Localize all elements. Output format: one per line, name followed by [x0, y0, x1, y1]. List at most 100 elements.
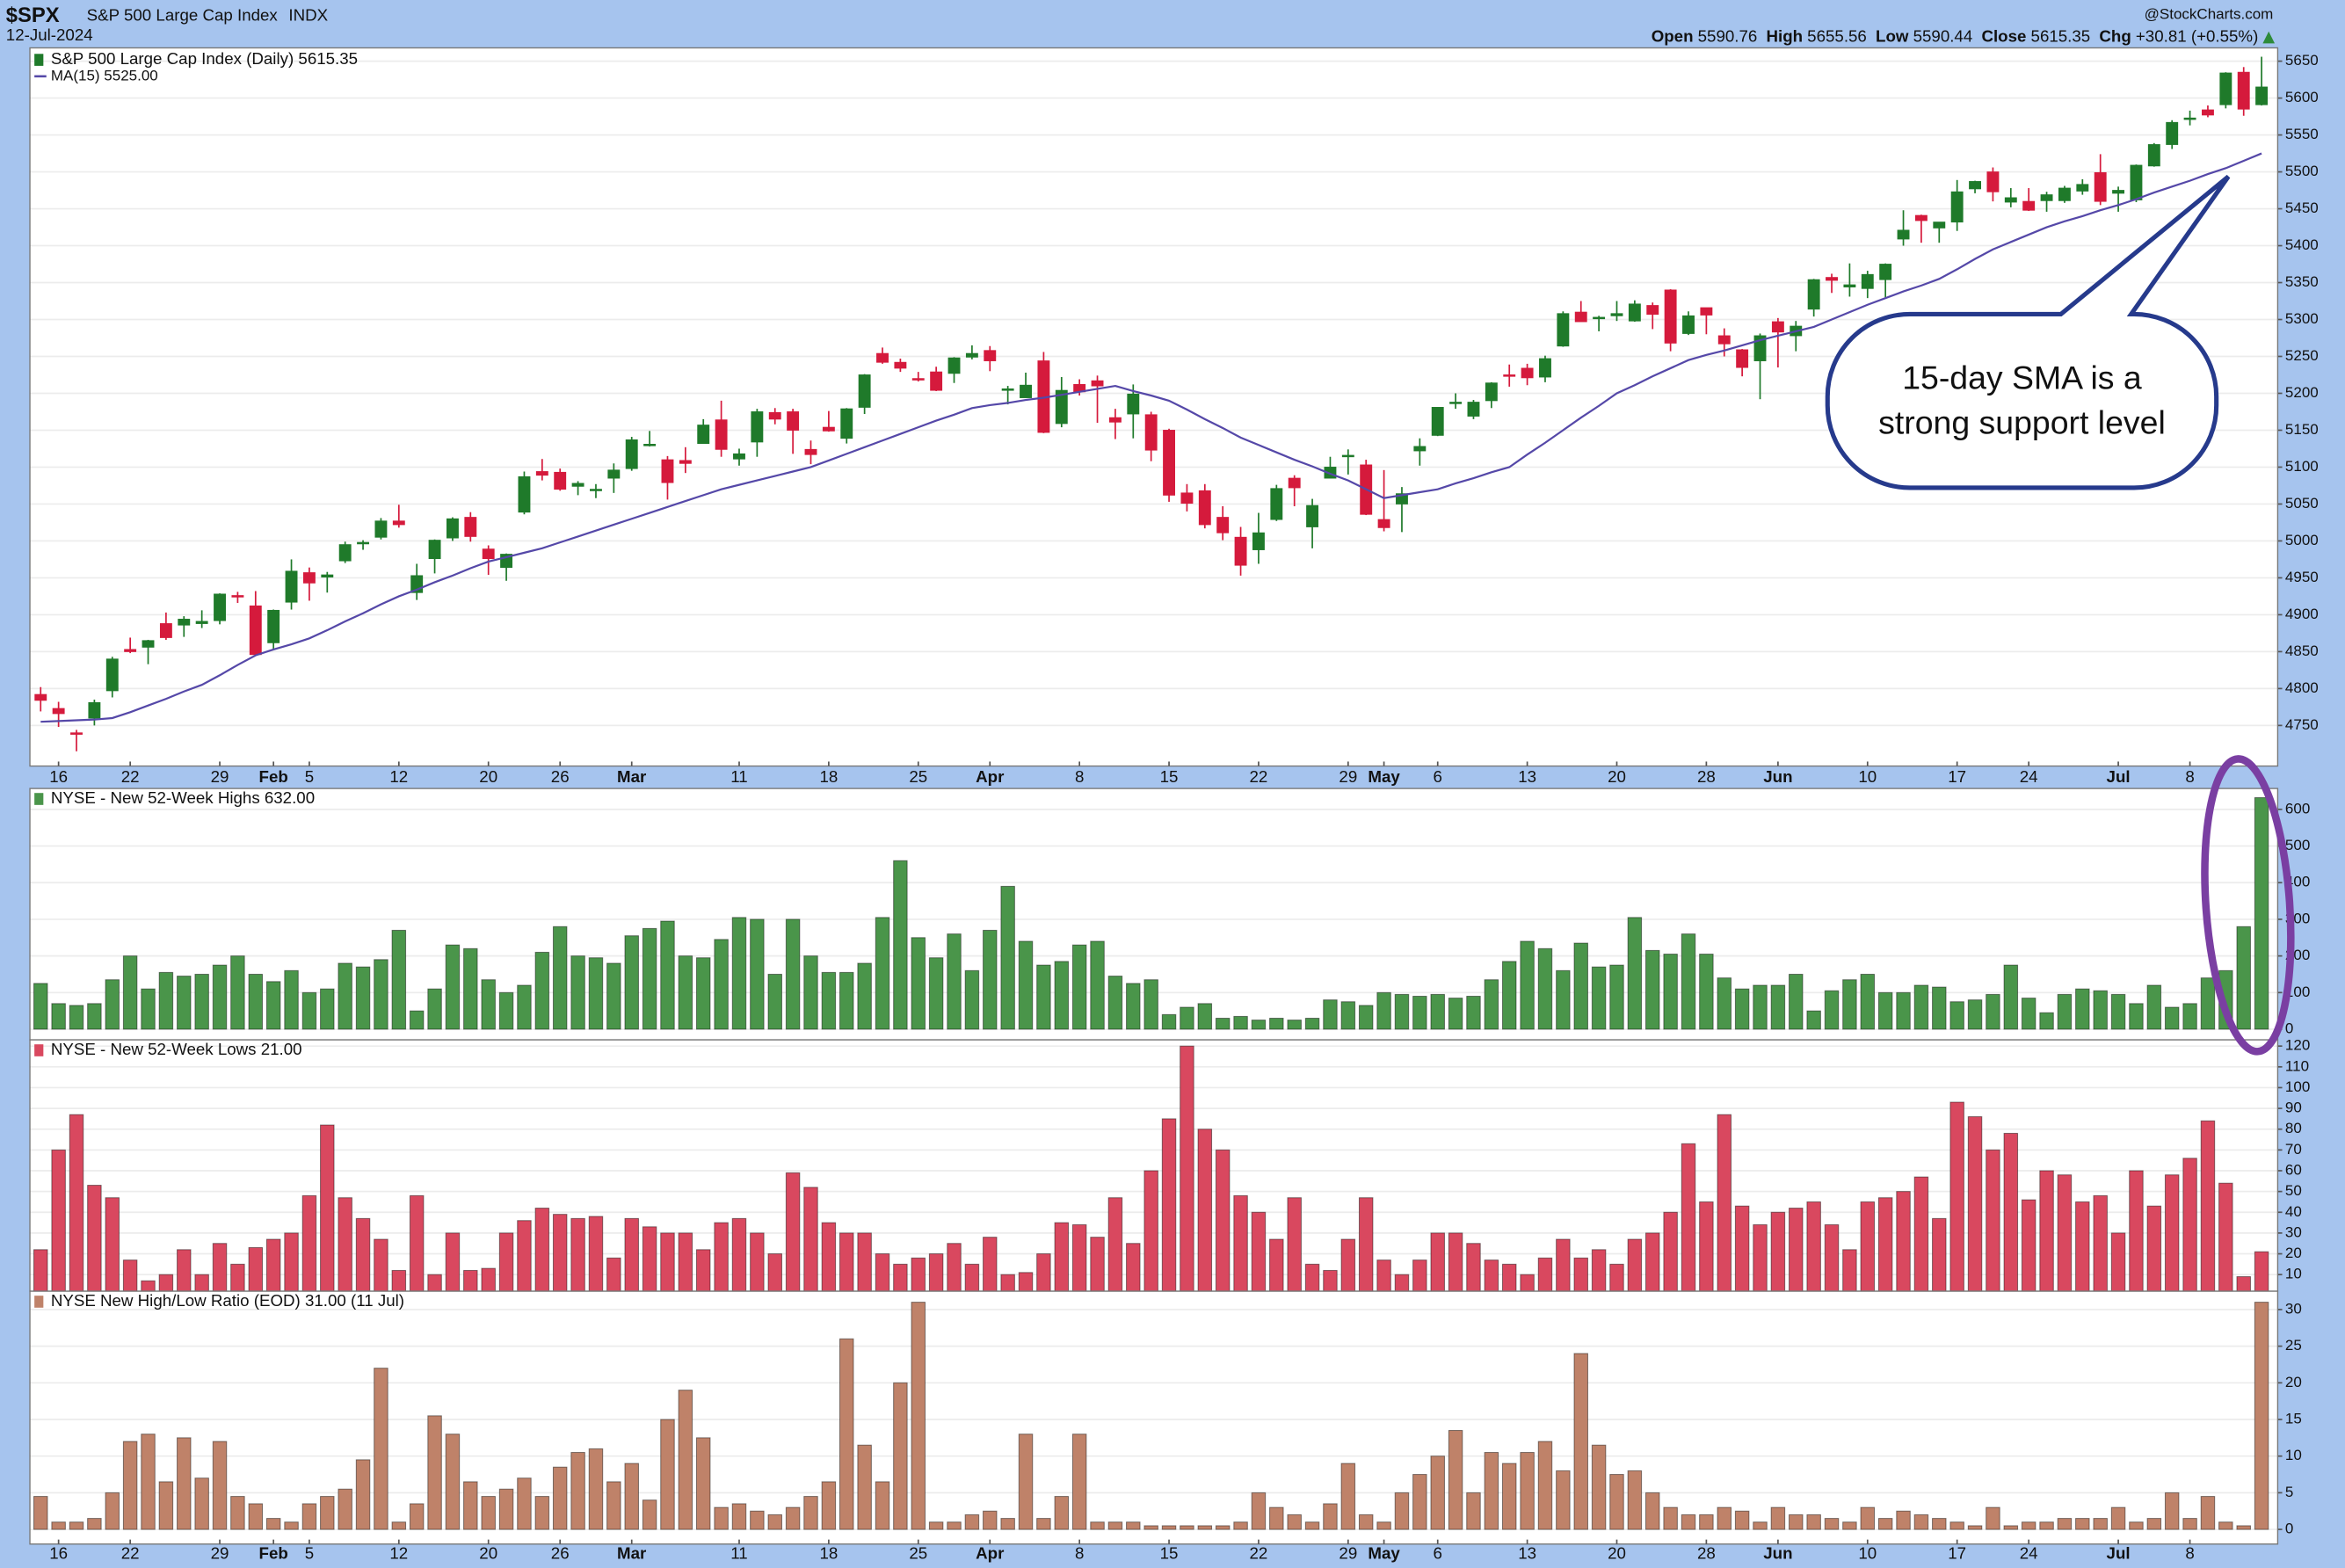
- bar: [265, 1238, 281, 1292]
- x-tick-label: 16: [49, 1544, 68, 1563]
- candle-body: [554, 471, 567, 490]
- y-tick-label: 70: [2285, 1141, 2302, 1158]
- candle-body: [321, 574, 334, 578]
- quote-value: 5655.56: [1807, 26, 1867, 45]
- legend-label: NYSE New High/Low Ratio (EOD) 31.00 (11 …: [51, 1291, 404, 1310]
- bar: [1913, 984, 1929, 1030]
- bar: [1036, 1518, 1051, 1530]
- bar: [427, 988, 442, 1030]
- x-tick-label: May: [1368, 1544, 1400, 1563]
- x-tick-label: 24: [2020, 1544, 2038, 1563]
- x-tick-label: 12: [389, 1544, 408, 1563]
- bar: [714, 1222, 729, 1292]
- bar: [1269, 1238, 1284, 1292]
- candle-body: [2147, 144, 2160, 167]
- candle-body: [1341, 454, 1354, 458]
- candle-body: [1144, 414, 1158, 451]
- bar: [498, 1232, 514, 1292]
- candle-body: [787, 411, 800, 431]
- candle-body: [1108, 417, 1122, 423]
- bar: [1627, 1470, 1643, 1530]
- bar: [624, 1217, 639, 1292]
- bar: [1054, 1496, 1070, 1530]
- bar: [947, 1243, 962, 1292]
- candle-body: [625, 439, 638, 469]
- bar: [122, 1259, 138, 1292]
- bar: [839, 971, 854, 1030]
- bar: [570, 955, 585, 1030]
- bar: [857, 1444, 872, 1530]
- bar: [230, 955, 245, 1030]
- candle-body: [1449, 402, 1463, 404]
- bar: [1967, 1525, 1983, 1530]
- bar: [1501, 961, 1517, 1030]
- plot-border: [29, 47, 2279, 767]
- bar: [1126, 1521, 1141, 1530]
- bar: [678, 1232, 693, 1292]
- x-tick-label: 17: [1948, 1544, 1966, 1563]
- candle-body: [1198, 490, 1211, 526]
- candle-body: [1055, 389, 1068, 425]
- plot-area: [30, 1291, 2278, 1544]
- bar: [1090, 1521, 1105, 1530]
- bar: [1734, 988, 1750, 1030]
- bar: [839, 1232, 854, 1292]
- y-tick-label: 110: [2285, 1057, 2309, 1074]
- bar: [248, 1503, 264, 1530]
- bar: [893, 1263, 908, 1292]
- candle-body: [1826, 277, 1838, 281]
- candle-body: [876, 352, 889, 363]
- candle-body: [338, 544, 352, 562]
- bar: [1287, 1197, 1302, 1292]
- bar: [2236, 1276, 2251, 1292]
- bar: [821, 1481, 837, 1530]
- candle-body: [2094, 171, 2107, 202]
- bar: [1753, 1223, 1768, 1292]
- callout-text: 15-day SMA is a: [1902, 359, 2142, 396]
- bar: [1304, 1521, 1320, 1530]
- candle-body: [1485, 382, 1498, 402]
- bar: [69, 1521, 84, 1530]
- bar: [212, 1441, 228, 1530]
- bar: [1681, 1143, 1696, 1292]
- bar: [194, 1274, 209, 1292]
- bar: [1018, 1272, 1034, 1292]
- bar: [1824, 990, 1840, 1030]
- bar: [1609, 1263, 1624, 1292]
- bar: [660, 920, 675, 1030]
- candle-body: [535, 471, 548, 476]
- bar: [1071, 1223, 1087, 1292]
- candle-body: [2202, 109, 2214, 116]
- ma-line: [40, 152, 2262, 723]
- bar: [1520, 1452, 1535, 1530]
- bar: [767, 1514, 782, 1530]
- candle-body: [1843, 284, 1856, 287]
- bar: [2218, 1521, 2233, 1530]
- bar: [177, 1437, 192, 1530]
- symbol: $SPX: [6, 4, 60, 27]
- bar: [230, 1496, 245, 1530]
- candle-body: [911, 378, 925, 381]
- bar: [1090, 1237, 1105, 1292]
- bar: [33, 983, 48, 1030]
- candle-body: [1216, 517, 1230, 534]
- y-tick-label: 0: [2285, 1521, 2293, 1537]
- bar: [911, 937, 926, 1030]
- bar: [2021, 998, 2036, 1030]
- bar: [1269, 1506, 1284, 1530]
- candle-body: [2166, 121, 2179, 145]
- bar: [463, 947, 478, 1030]
- callout-text: strong support level: [1878, 403, 2166, 440]
- y-tick-label: 50: [2285, 1182, 2302, 1199]
- legend-icon: [34, 54, 44, 66]
- bar: [1644, 1232, 1660, 1292]
- bar: [1358, 1197, 1374, 1292]
- candle-body: [2112, 190, 2125, 194]
- candle-body: [70, 732, 83, 735]
- x-tick-label: 20: [1608, 1544, 1626, 1563]
- bar: [391, 1269, 407, 1292]
- x-tick-label: 29: [1339, 767, 1357, 786]
- bar: [964, 1263, 980, 1292]
- bar: [427, 1415, 442, 1530]
- candle-body: [804, 448, 817, 455]
